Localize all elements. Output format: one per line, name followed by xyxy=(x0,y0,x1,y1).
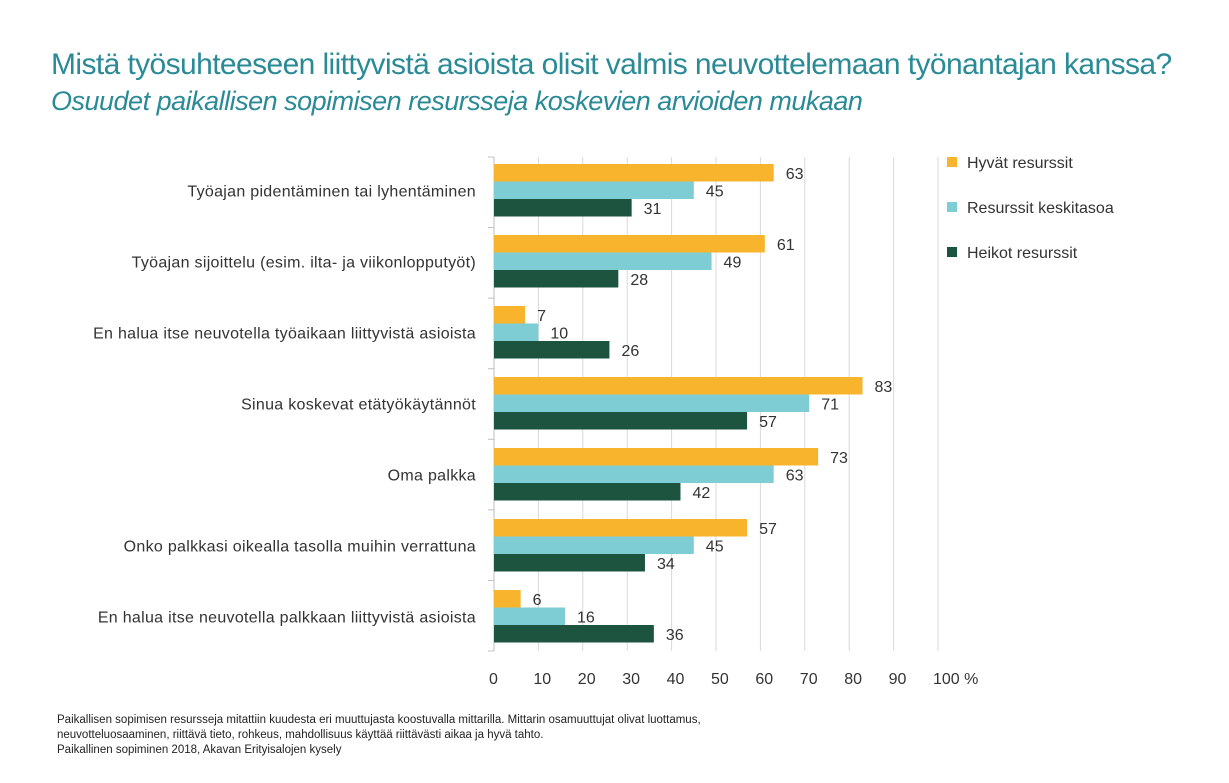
data-label: 63 xyxy=(786,166,804,183)
x-tick-label: 40 xyxy=(667,671,685,688)
category-label: En halua itse neuvotella palkkaan liitty… xyxy=(98,609,476,626)
category-label: Oma palkka xyxy=(388,467,476,484)
data-label: 10 xyxy=(550,325,568,342)
x-tick-label: 10 xyxy=(533,671,551,688)
legend-label: Hyvät resurssit xyxy=(967,155,1073,172)
x-tick-label: 60 xyxy=(755,671,773,688)
category-label: En halua itse neuvotella työaikaan liitt… xyxy=(93,325,476,342)
legend-swatch xyxy=(947,247,957,257)
bar xyxy=(494,466,774,484)
data-label: 45 xyxy=(706,538,724,555)
bar xyxy=(494,537,694,555)
data-label: 7 xyxy=(537,308,546,325)
data-label: 26 xyxy=(621,343,639,360)
legend-label: Heikot resurssit xyxy=(967,245,1078,262)
bar xyxy=(494,199,632,217)
bar xyxy=(494,625,654,643)
x-tick-label: 30 xyxy=(622,671,640,688)
bar xyxy=(494,519,747,537)
data-label: 71 xyxy=(821,396,839,413)
data-label: 63 xyxy=(786,467,804,484)
data-label: 83 xyxy=(875,379,893,396)
bar xyxy=(494,164,774,182)
data-label: 28 xyxy=(630,272,648,289)
bar xyxy=(494,253,712,271)
bar-chart: 0 10 20 30 40 50 60 70 80 90 100 % Työajan pidentäm… xyxy=(0,0,1229,783)
data-label: 6 xyxy=(533,592,542,609)
bar xyxy=(494,590,521,608)
data-label: 31 xyxy=(644,201,662,218)
x-tick-label: 100 % xyxy=(933,671,978,688)
category-label: Sinua koskevat etätyökäytännöt xyxy=(241,396,476,413)
data-label: 61 xyxy=(777,237,795,254)
x-tick-label: 50 xyxy=(711,671,729,688)
x-tick-label: 70 xyxy=(800,671,818,688)
legend-label: Resurssit keskitasoa xyxy=(967,200,1114,217)
data-label: 57 xyxy=(759,414,777,431)
x-tick-label: 20 xyxy=(578,671,596,688)
category-label: Onko palkkasi oikealla tasolla muihin ve… xyxy=(124,538,476,555)
category-label: Työajan sijoittelu (esim. ilta- ja viiko… xyxy=(132,254,476,271)
bar xyxy=(494,270,618,288)
footnote-line: neuvotteluosaaminen, riittävä tieto, roh… xyxy=(57,728,701,743)
x-tick-label: 80 xyxy=(844,671,862,688)
bar xyxy=(494,608,565,626)
bar xyxy=(494,395,809,413)
legend-swatch xyxy=(947,202,957,212)
category-label: Työajan pidentäminen tai lyhentäminen xyxy=(187,183,476,200)
bar xyxy=(494,341,609,359)
data-label: 45 xyxy=(706,183,724,200)
bar xyxy=(494,483,680,501)
data-label: 57 xyxy=(759,521,777,538)
bar xyxy=(494,306,525,324)
legend-swatch xyxy=(947,157,957,167)
x-tick-label: 0 xyxy=(489,671,498,688)
data-label: 42 xyxy=(692,485,710,502)
data-label: 16 xyxy=(577,609,595,626)
bar xyxy=(494,324,538,342)
bar xyxy=(494,182,694,200)
x-tick-label: 90 xyxy=(889,671,907,688)
data-label: 36 xyxy=(666,627,684,644)
data-label: 73 xyxy=(830,450,848,467)
data-label: 34 xyxy=(657,556,675,573)
bar xyxy=(494,377,863,395)
footnote: Paikallisen sopimisen resursseja mitatti… xyxy=(57,713,701,758)
footnote-line: Paikallinen sopiminen 2018, Akavan Erity… xyxy=(57,743,701,758)
bar xyxy=(494,448,818,466)
bar xyxy=(494,554,645,572)
footnote-line: Paikallisen sopimisen resursseja mitatti… xyxy=(57,713,701,728)
data-label: 49 xyxy=(724,254,742,271)
bar xyxy=(494,235,765,253)
bar xyxy=(494,412,747,430)
